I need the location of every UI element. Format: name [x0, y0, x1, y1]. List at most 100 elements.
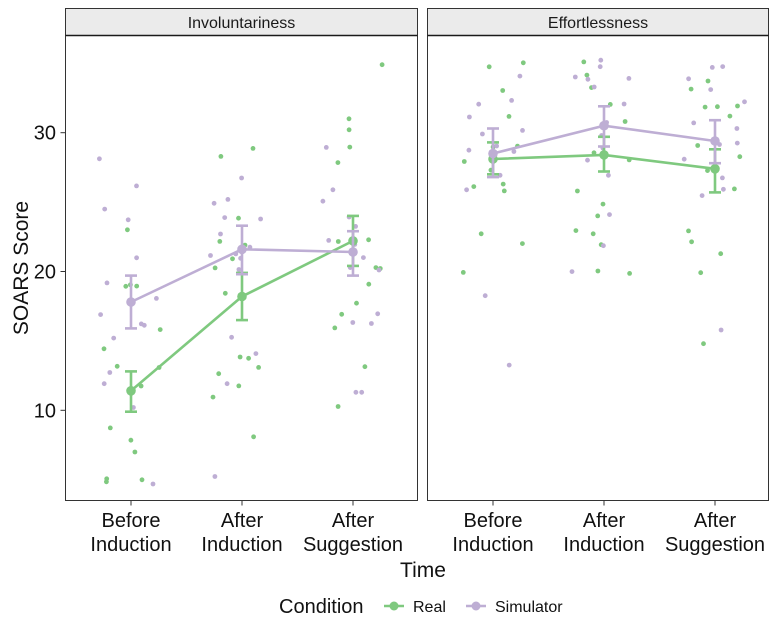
facet-strip-involuntariness [65, 8, 418, 36]
jitter-point-involuntariness-real [366, 281, 372, 287]
jitter-point-effortlessness-real [627, 271, 632, 276]
jitter-point-effortlessness-simulator [480, 131, 485, 137]
jitter-point-involuntariness-simulator [134, 255, 140, 261]
legend-item-simulator: Simulator [466, 599, 563, 616]
jitter-point-involuntariness-simulator [111, 335, 117, 341]
facet-involuntariness: Involuntariness [65, 8, 418, 501]
jitter-point-effortlessness-real [500, 181, 506, 187]
jitter-point-effortlessness-real [698, 270, 704, 276]
jitter-point-involuntariness-simulator [97, 156, 102, 162]
jitter-point-effortlessness-real [686, 228, 691, 234]
jitter-point-involuntariness-real [210, 394, 216, 400]
jitter-point-involuntariness-real [354, 300, 359, 306]
jitter-point-effortlessness-simulator [681, 156, 687, 162]
jitter-point-involuntariness-real [212, 265, 218, 271]
mean-point-effortlessness-simulator [488, 148, 498, 159]
jitter-point-involuntariness-simulator [218, 231, 223, 237]
legend-key-point-real [389, 601, 399, 611]
jitter-point-involuntariness-simulator [229, 334, 235, 340]
jitter-point-involuntariness-real [332, 325, 338, 331]
jitter-point-effortlessness-real [461, 159, 467, 164]
jitter-point-effortlessness-real [520, 60, 526, 66]
legend-label-simulator: Simulator [495, 599, 563, 616]
legend-title: Condition [279, 596, 364, 617]
jitter-point-involuntariness-real [139, 477, 145, 483]
jitter-point-involuntariness-real [125, 227, 130, 233]
mean-point-effortlessness-simulator [710, 136, 720, 146]
jitter-point-involuntariness-real [256, 365, 261, 370]
jitter-point-effortlessness-simulator [464, 187, 469, 193]
jitter-point-effortlessness-real [718, 251, 724, 257]
y-tick-label: 30 [34, 123, 56, 145]
mean-point-effortlessness-simulator [599, 120, 609, 131]
jitter-point-involuntariness-real [230, 256, 235, 262]
jitter-point-effortlessness-real [486, 64, 492, 70]
jitter-point-involuntariness-simulator [98, 312, 103, 317]
jitter-point-effortlessness-real [732, 186, 737, 192]
jitter-point-involuntariness-simulator [239, 175, 245, 181]
jitter-point-effortlessness-real [727, 113, 733, 119]
jitter-point-involuntariness-simulator [107, 370, 113, 375]
jitter-point-involuntariness-real [132, 449, 138, 455]
jitter-point-effortlessness-simulator [572, 74, 578, 80]
jitter-point-effortlessness-real [471, 184, 477, 190]
jitter-point-involuntariness-real [217, 239, 223, 244]
jitter-point-involuntariness-simulator [369, 321, 374, 326]
y-axis-title: SOARS Score [10, 201, 33, 335]
jitter-point-involuntariness-simulator [104, 280, 110, 286]
jitter-point-involuntariness-real [362, 364, 368, 370]
jitter-point-effortlessness-real [689, 239, 694, 245]
facet-strip-effortlessness [427, 8, 769, 36]
jitter-point-involuntariness-real [237, 354, 243, 360]
x-tick-label: After Suggestion [665, 510, 765, 556]
jitter-point-effortlessness-real [622, 119, 628, 124]
jitter-point-involuntariness-simulator [102, 206, 108, 212]
jitter-point-involuntariness-real [347, 144, 353, 150]
jitter-point-effortlessness-simulator [607, 212, 612, 218]
jitter-point-involuntariness-real [107, 425, 113, 431]
jitter-point-effortlessness-real [715, 104, 720, 110]
mean-point-involuntariness-real [237, 291, 247, 302]
jitter-point-effortlessness-real [500, 88, 506, 93]
jitter-point-effortlessness-real [688, 86, 694, 92]
x-tick-label: After Suggestion [303, 510, 403, 556]
legend-key-point-simulator [471, 601, 481, 611]
jitter-point-involuntariness-real [104, 476, 110, 482]
jitter-point-involuntariness-real [236, 383, 242, 389]
jitter-point-effortlessness-simulator [506, 362, 512, 368]
jitter-point-effortlessness-real [501, 188, 507, 194]
jitter-point-involuntariness-real [335, 404, 341, 409]
jitter-point-effortlessness-simulator [691, 120, 697, 126]
legend: Condition Real Simulator [279, 596, 563, 617]
jitter-point-involuntariness-real [335, 239, 341, 244]
jitter-point-effortlessness-simulator [569, 269, 575, 274]
jitter-point-involuntariness-simulator [212, 474, 218, 479]
jitter-point-involuntariness-simulator [101, 381, 107, 387]
jitter-point-involuntariness-real [222, 290, 228, 296]
jitter-point-effortlessness-real [705, 78, 711, 84]
jitter-point-effortlessness-simulator [734, 126, 740, 131]
jitter-point-effortlessness-simulator [476, 101, 482, 107]
jitter-point-effortlessness-real [702, 104, 708, 110]
facet-effortlessness: Effortlessness [427, 8, 769, 501]
jitter-point-effortlessness-real [478, 231, 484, 237]
jitter-point-effortlessness-simulator [517, 73, 523, 79]
jitter-point-involuntariness-real [123, 283, 129, 289]
jitter-point-involuntariness-real [246, 355, 252, 361]
jitter-point-effortlessness-simulator [621, 101, 627, 107]
y-tick-label: 20 [34, 262, 56, 284]
jitter-point-involuntariness-simulator [236, 267, 242, 272]
jitter-point-involuntariness-simulator [125, 217, 131, 223]
jitter-point-involuntariness-real [157, 327, 163, 332]
jitter-point-effortlessness-simulator [720, 175, 725, 181]
jitter-point-involuntariness-simulator [258, 216, 263, 222]
jitter-point-effortlessness-simulator [509, 98, 514, 103]
jitter-point-involuntariness-simulator [376, 267, 382, 273]
jitter-point-involuntariness-simulator [361, 255, 366, 260]
panel-effortlessness [427, 35, 769, 501]
jitter-point-effortlessness-simulator [742, 99, 747, 105]
jitter-point-effortlessness-real [595, 268, 601, 274]
jitter-point-effortlessness-real [581, 59, 587, 65]
jitter-point-involuntariness-simulator [225, 197, 231, 202]
y-tick-label: 10 [34, 400, 56, 422]
